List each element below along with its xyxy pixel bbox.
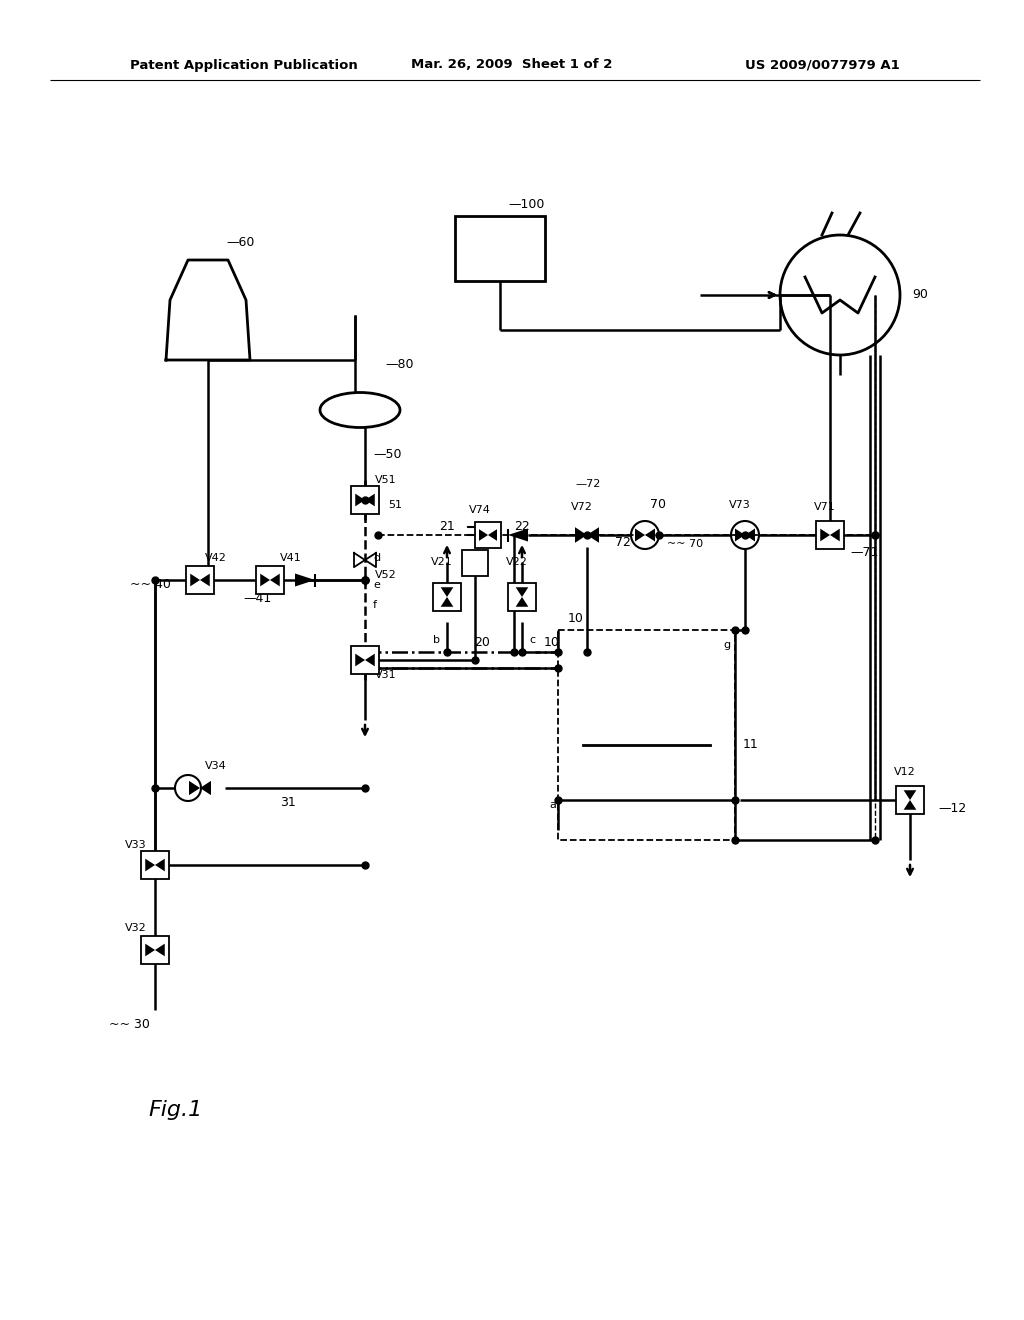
Bar xyxy=(256,566,285,594)
Text: g: g xyxy=(723,640,730,649)
Text: V22: V22 xyxy=(506,557,528,568)
Polygon shape xyxy=(260,574,270,586)
Polygon shape xyxy=(820,529,830,541)
Text: Mar. 26, 2009  Sheet 1 of 2: Mar. 26, 2009 Sheet 1 of 2 xyxy=(412,58,612,71)
Text: b: b xyxy=(433,635,440,645)
Text: V41: V41 xyxy=(280,553,302,564)
Bar xyxy=(350,486,379,515)
Polygon shape xyxy=(200,574,210,586)
Bar xyxy=(475,521,501,548)
Polygon shape xyxy=(365,653,375,667)
Bar xyxy=(185,566,214,594)
Text: —41: —41 xyxy=(243,591,271,605)
Polygon shape xyxy=(355,653,365,667)
Text: a: a xyxy=(550,800,556,810)
Bar xyxy=(140,850,169,879)
Text: V73: V73 xyxy=(729,500,751,510)
Text: 10: 10 xyxy=(544,635,560,648)
Text: V31: V31 xyxy=(375,671,396,680)
Polygon shape xyxy=(575,527,587,543)
Polygon shape xyxy=(903,791,916,800)
Polygon shape xyxy=(155,859,165,871)
Polygon shape xyxy=(155,944,165,956)
Text: 22: 22 xyxy=(514,520,529,533)
Text: V32: V32 xyxy=(125,923,146,933)
Polygon shape xyxy=(830,529,840,541)
Text: Fig.1: Fig.1 xyxy=(148,1100,203,1119)
Text: —50: —50 xyxy=(373,449,401,462)
Text: Patent Application Publication: Patent Application Publication xyxy=(130,58,357,71)
Bar xyxy=(508,582,537,611)
Text: V52: V52 xyxy=(375,570,396,579)
Polygon shape xyxy=(440,597,454,607)
Text: 11: 11 xyxy=(743,738,759,751)
Text: —72: —72 xyxy=(575,479,600,488)
Bar xyxy=(896,785,925,814)
Text: V12: V12 xyxy=(894,767,915,777)
Polygon shape xyxy=(270,574,280,586)
Polygon shape xyxy=(355,494,365,507)
Polygon shape xyxy=(440,587,454,597)
Polygon shape xyxy=(145,944,155,956)
Bar xyxy=(455,216,545,281)
Text: 10: 10 xyxy=(568,611,584,624)
Text: 90: 90 xyxy=(912,289,928,301)
Text: c: c xyxy=(529,635,536,645)
Bar xyxy=(350,645,379,675)
Text: V21: V21 xyxy=(431,557,453,568)
Text: V74: V74 xyxy=(469,506,490,515)
Polygon shape xyxy=(189,781,200,795)
Bar xyxy=(433,582,461,611)
Text: 70: 70 xyxy=(650,499,666,511)
Text: f: f xyxy=(373,601,377,610)
Text: V33: V33 xyxy=(125,840,146,850)
Polygon shape xyxy=(635,528,645,541)
Polygon shape xyxy=(365,494,375,507)
Polygon shape xyxy=(903,800,916,809)
Text: —80: —80 xyxy=(385,359,414,371)
Polygon shape xyxy=(735,528,745,541)
Polygon shape xyxy=(745,528,755,541)
Ellipse shape xyxy=(319,392,400,428)
Bar xyxy=(816,520,845,549)
Text: V51: V51 xyxy=(375,475,396,484)
Text: —71: —71 xyxy=(850,546,879,560)
Bar xyxy=(462,550,488,576)
Text: e: e xyxy=(373,579,380,590)
Text: US 2009/0077979 A1: US 2009/0077979 A1 xyxy=(745,58,900,71)
Bar xyxy=(558,630,735,840)
Polygon shape xyxy=(295,573,315,586)
Text: 21: 21 xyxy=(439,520,455,533)
Text: V42: V42 xyxy=(205,553,227,564)
Polygon shape xyxy=(645,528,655,541)
Text: 72: 72 xyxy=(615,536,631,549)
Text: 51: 51 xyxy=(388,500,402,510)
Text: —60: —60 xyxy=(226,235,254,248)
Polygon shape xyxy=(200,781,211,795)
Text: V72: V72 xyxy=(571,502,593,512)
Polygon shape xyxy=(488,529,497,541)
Bar xyxy=(140,936,169,965)
Polygon shape xyxy=(479,529,488,541)
Text: ~~ 70: ~~ 70 xyxy=(667,539,703,549)
Text: ~~ 40: ~~ 40 xyxy=(130,578,171,591)
Text: —12: —12 xyxy=(938,801,967,814)
Text: V34: V34 xyxy=(205,762,226,771)
Text: 20: 20 xyxy=(474,635,489,648)
Text: ~~ 30: ~~ 30 xyxy=(110,1019,150,1031)
Text: d: d xyxy=(373,553,380,564)
Text: —100: —100 xyxy=(508,198,545,210)
Polygon shape xyxy=(516,587,528,597)
Polygon shape xyxy=(587,527,599,543)
Polygon shape xyxy=(516,597,528,607)
Text: V71: V71 xyxy=(814,502,836,512)
Text: 31: 31 xyxy=(280,796,296,809)
Polygon shape xyxy=(508,528,528,541)
Polygon shape xyxy=(190,574,200,586)
Polygon shape xyxy=(145,859,155,871)
